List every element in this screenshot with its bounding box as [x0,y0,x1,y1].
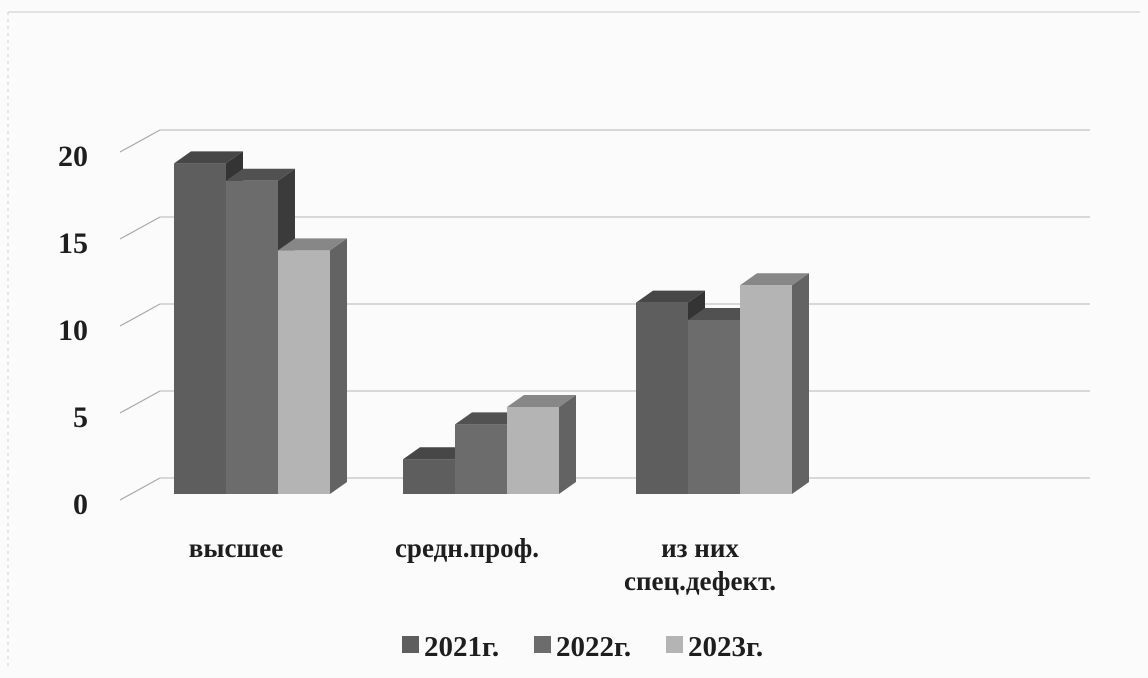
bar-front-face [455,424,507,494]
gridline-depth-10 [119,303,161,327]
legend-item-3: 2023г. [666,631,763,663]
bar-front-face [636,302,688,494]
legend-label: 2023г. [688,631,763,663]
bar-front-face [174,163,226,494]
legend-label: 2021г. [424,631,499,663]
gridline-depth-15 [119,216,161,240]
bar-top-face [174,151,243,164]
bar-front-face [507,407,559,494]
bar-front-face [278,250,330,494]
bar-side-face [330,238,347,494]
category-label-3-line-1: из них [661,533,739,563]
legend-item-2: 2022г. [534,631,631,663]
category-label-2-line-1: средн.проф. [395,533,539,563]
gridline-depth-20 [119,129,161,153]
bar-top-face [403,447,472,460]
y-tick-label-20: 20 [58,140,88,173]
chart-frame [7,11,1140,670]
y-tick-label-0: 0 [73,488,88,521]
bar-top-face [455,412,524,425]
category-label-1-line-1: высшее [189,533,283,563]
bar-front-face [403,459,455,494]
bar-1-2023г. [278,238,347,494]
legend-label: 2022г. [556,631,631,663]
legend-swatch [666,636,683,653]
legend-swatch [534,636,551,653]
y-tick-label-10: 10 [58,314,88,347]
bar-2-2023г. [507,395,576,494]
y-tick-label-5: 5 [73,401,88,434]
bar-side-face [559,395,576,494]
bar-top-face [688,308,757,320]
bar-top-face [636,290,705,303]
y-tick-label-15: 15 [58,227,88,260]
legend: 2021г. 2022г. 2023г. [402,631,763,663]
category-label-3-line-2: спец.дефект. [624,566,776,596]
bar-top-face [740,273,809,286]
gridlines [119,129,1090,501]
bar-top-face [226,168,295,181]
bars [174,151,809,495]
bar-side-face [792,273,809,494]
bar-top-face [507,395,576,407]
bar-front-face [226,180,278,495]
legend-swatch [402,636,419,653]
gridline-depth-0 [119,477,161,501]
bar-3-2023г. [740,273,809,494]
bar-top-face [278,238,347,251]
gridline-depth-5 [119,390,161,414]
y-axis-ticks: 0 5 10 15 20 [58,140,88,521]
bar-front-face [688,320,740,494]
bar-front-face [740,285,792,494]
legend-item-1: 2021г. [402,631,499,663]
